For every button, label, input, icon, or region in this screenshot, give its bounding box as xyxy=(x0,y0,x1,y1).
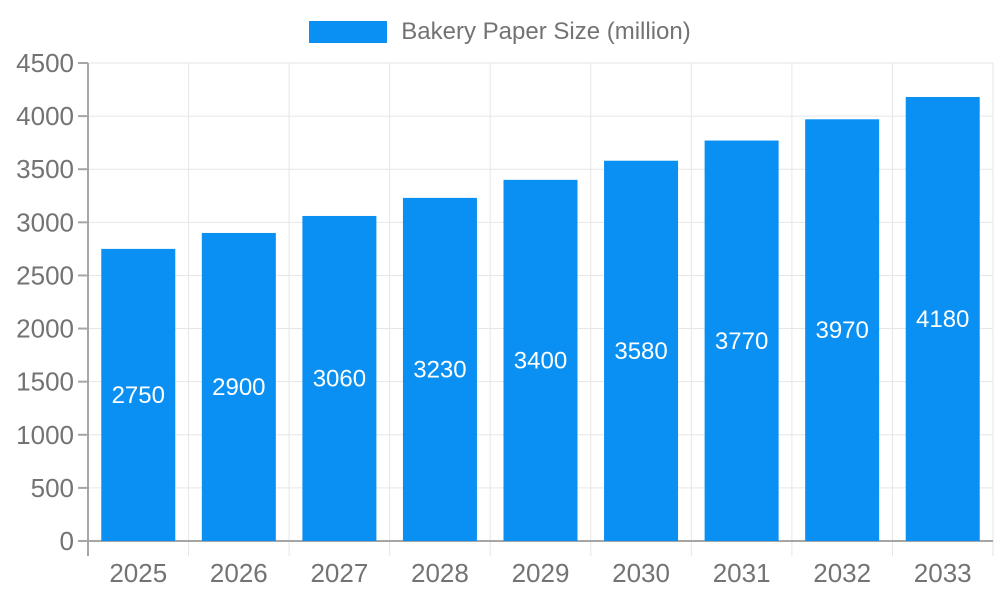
bar-value-label: 3230 xyxy=(413,356,466,383)
bar-value-label: 2900 xyxy=(212,374,265,401)
y-tick-label: 500 xyxy=(31,473,74,503)
y-tick-label: 3500 xyxy=(16,154,74,184)
x-tick-label: 2025 xyxy=(109,558,167,588)
bar-2031 xyxy=(704,140,779,541)
legend-swatch[interactable] xyxy=(309,21,388,43)
x-tick-label: 2029 xyxy=(512,558,570,588)
y-tick-label: 2500 xyxy=(16,260,74,290)
y-tick-label: 4500 xyxy=(16,48,74,78)
x-tick-label: 2031 xyxy=(713,558,771,588)
bar-value-label: 3060 xyxy=(313,365,366,392)
bar-2032 xyxy=(805,119,880,541)
bar-value-label: 3770 xyxy=(715,328,768,355)
bar-value-label: 4180 xyxy=(916,306,969,333)
x-tick-label: 2028 xyxy=(411,558,469,588)
bar-2030 xyxy=(604,160,679,542)
y-tick-label: 1000 xyxy=(16,420,74,450)
bar-2028 xyxy=(402,197,477,541)
x-tick-label: 2032 xyxy=(813,558,871,588)
bar-value-label: 3400 xyxy=(514,347,567,374)
bar-2025 xyxy=(101,248,176,541)
y-tick-label: 0 xyxy=(60,526,74,556)
bar-value-label: 3970 xyxy=(815,317,868,344)
x-tick-label: 2033 xyxy=(914,558,972,588)
y-tick-label: 3000 xyxy=(16,207,74,237)
bar-2029 xyxy=(503,179,578,541)
bar-2027 xyxy=(302,215,377,541)
x-tick-label: 2027 xyxy=(310,558,368,588)
bar-value-label: 3580 xyxy=(614,338,667,365)
y-tick-label: 1500 xyxy=(16,367,74,397)
bar-2033 xyxy=(905,96,980,541)
chart-legend[interactable]: Bakery Paper Size (million) xyxy=(0,18,1000,46)
bar-2026 xyxy=(201,232,276,541)
bar-value-label: 2750 xyxy=(112,382,165,409)
x-tick-label: 2030 xyxy=(612,558,670,588)
x-tick-label: 2026 xyxy=(210,558,268,588)
legend-label[interactable]: Bakery Paper Size (million) xyxy=(401,18,691,45)
y-tick-label: 2000 xyxy=(16,314,74,344)
y-tick-label: 4000 xyxy=(16,101,74,131)
